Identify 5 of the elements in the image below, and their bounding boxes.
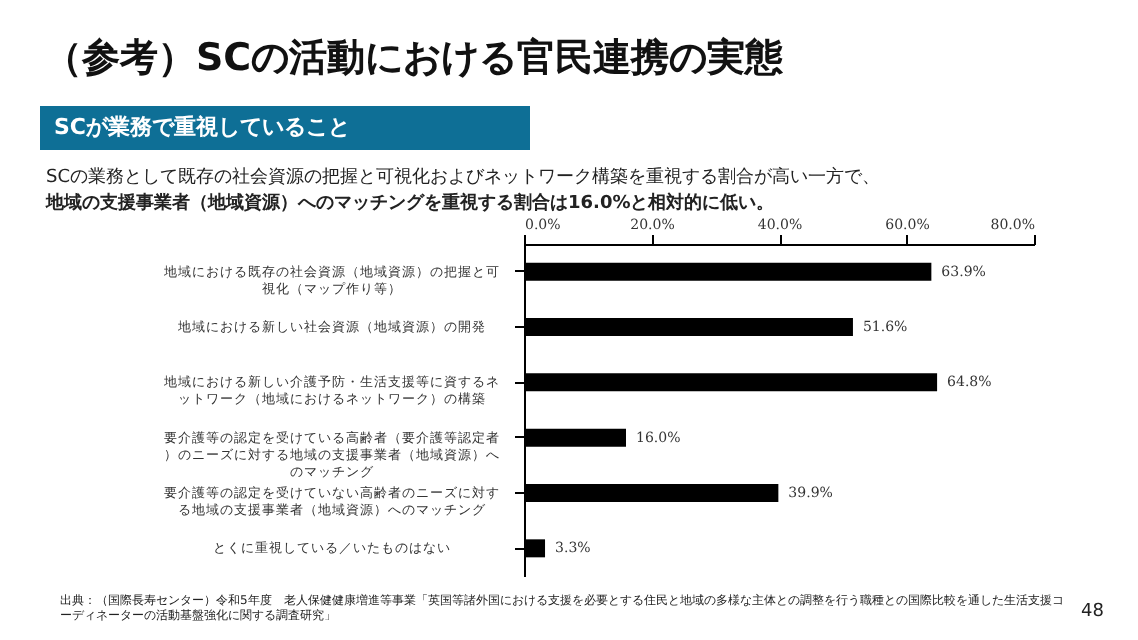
text: 48 <box>1081 602 1105 622</box>
chart-title: （参考）SCの活動における官民連携の実態 <box>44 36 786 80</box>
text: 地域の支援事業者（地域資源）へのマッチングを重視する割合は16.0%と相対的に低い。 <box>44 192 775 214</box>
text: SCが業務で重視していること <box>54 114 350 140</box>
text: SCの業務として既存の社会資源の把握と可視化およびネットワーク構築を重視する割合が高い一方で、 <box>46 166 880 188</box>
